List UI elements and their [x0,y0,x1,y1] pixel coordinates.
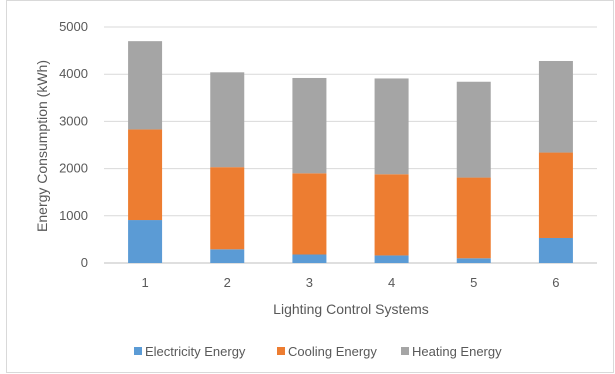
bar-segment-cooling-energy [374,174,409,256]
legend-label: Heating Energy [412,344,502,359]
bar-segment-electricity-energy [128,220,163,263]
bar-segment-heating-energy [456,81,491,178]
bar-segment-electricity-energy [210,249,245,263]
y-tick-label: 5000 [59,19,88,34]
bar-segment-heating-energy [128,41,163,130]
x-tick-label: 2 [224,275,231,290]
y-tick-label: 2000 [59,161,88,176]
x-tick-label: 3 [306,275,313,290]
bar-segment-cooling-energy [292,173,327,255]
legend-label: Cooling Energy [288,344,377,359]
bar-segment-heating-energy [374,78,409,175]
x-axis-title: Lighting Control Systems [273,301,429,317]
gridlines [104,26,597,264]
x-tick-label: 1 [141,275,148,290]
y-tick-label: 0 [81,255,88,270]
bar-segment-electricity-energy [292,254,327,263]
x-tick-label: 6 [552,275,559,290]
bar-segment-cooling-energy [456,177,491,259]
legend: Electricity Energy Cooling Energy Heating … [134,344,502,359]
bar-segment-heating-energy [538,60,573,153]
bar-segment-heating-energy [210,72,245,168]
bar-segment-cooling-energy [538,152,573,238]
y-tick-label: 4000 [59,66,88,81]
x-tick-label: 4 [388,275,395,290]
bar-segment-electricity-energy [374,255,409,263]
y-tick-labels: 0 1000 2000 3000 4000 5000 [59,19,88,270]
bars [128,41,573,263]
legend-swatch [134,347,142,355]
legend-swatch [277,347,285,355]
legend-swatch [401,347,409,355]
bar-segment-cooling-energy [128,129,163,221]
bar-segment-heating-energy [292,77,327,174]
bar-segment-electricity-energy [456,258,491,263]
x-tick-label: 5 [470,275,477,290]
x-tick-labels: 1 2 3 4 5 6 [141,275,559,290]
bar-segment-cooling-energy [210,167,245,250]
y-axis-title: Energy Consumption (kWh) [34,60,50,232]
y-tick-label: 3000 [59,113,88,128]
bar-segment-electricity-energy [538,237,573,263]
y-tick-label: 1000 [59,208,88,223]
legend-label: Electricity Energy [145,344,246,359]
